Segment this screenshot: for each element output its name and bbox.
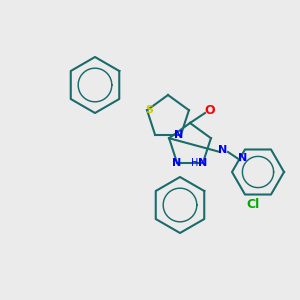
- Text: Cl: Cl: [246, 197, 260, 211]
- Text: N: N: [218, 145, 228, 155]
- Text: N: N: [198, 158, 208, 168]
- Text: O: O: [205, 103, 215, 116]
- Text: N: N: [172, 158, 182, 168]
- Text: S: S: [145, 105, 153, 115]
- Text: N: N: [238, 153, 247, 163]
- Text: H: H: [191, 158, 199, 168]
- Text: N: N: [174, 130, 184, 140]
